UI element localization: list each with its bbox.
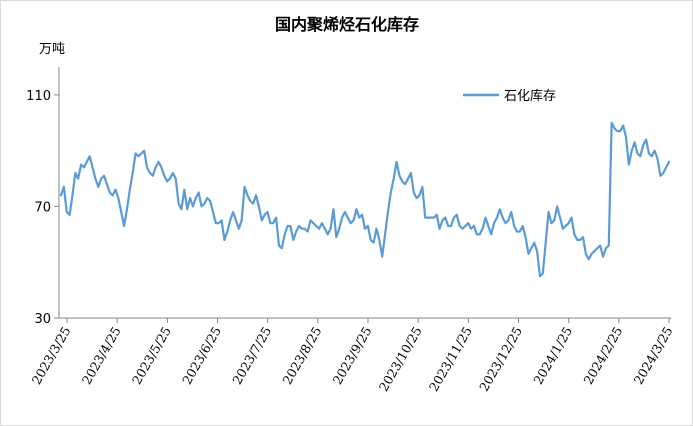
x-tick-label: 2023/7/25 — [229, 324, 274, 387]
x-tick-label: 2024/3/25 — [631, 324, 676, 387]
x-tick-label: 2023/3/25 — [29, 324, 74, 387]
legend-label: 石化库存 — [504, 88, 556, 104]
legend: 石化库存 — [463, 88, 556, 104]
x-tick-label: 2023/10/25 — [376, 324, 425, 394]
x-tick-label: 2024/1/25 — [530, 324, 575, 387]
x-tick-label: 2023/8/25 — [279, 324, 324, 387]
x-tick-label: 2024/2/25 — [580, 324, 625, 387]
x-tick-label: 2023/4/25 — [79, 324, 124, 387]
chart-title: 国内聚烯烃石化库存 — [275, 15, 419, 34]
series-line-石化库存 — [59, 121, 671, 278]
x-tick-label: 2023/6/25 — [179, 324, 224, 387]
y-tick-label: 70 — [34, 200, 51, 215]
x-axis-ticks: 2023/3/25 2023/4/25 2023/5/25 2023/6/25 2023… — [29, 318, 676, 394]
y-axis-ticks: 30 70 110 — [26, 89, 59, 327]
x-tick-label: 2023/12/25 — [476, 324, 525, 394]
x-tick-label: 2023/11/25 — [426, 324, 475, 394]
y-unit-label: 万吨 — [39, 42, 65, 57]
x-tick-label: 2023/5/25 — [129, 324, 174, 387]
y-tick-label: 110 — [26, 89, 51, 104]
x-tick-label: 2023/9/25 — [330, 324, 375, 387]
y-tick-label: 30 — [34, 312, 51, 327]
